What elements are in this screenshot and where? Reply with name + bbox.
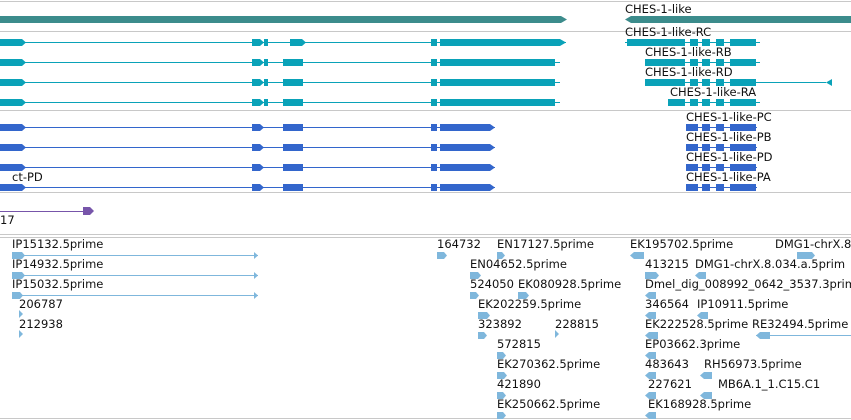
est-label[interactable]: MB6A.1_1.C15.C1 <box>718 377 820 391</box>
cds-label[interactable]: CHES-1-like-PC <box>686 110 772 124</box>
est-feature[interactable] <box>756 332 851 339</box>
transcript-track-a: CHES-1-like-RC CHES-1-like-RB CHES-1-lik… <box>0 25 832 106</box>
cds-label[interactable]: CHES-1-like-PD <box>686 150 773 164</box>
gene-track: CHES-1-like <box>0 2 851 23</box>
est-feature[interactable] <box>645 352 656 359</box>
est-feature[interactable] <box>497 372 507 379</box>
est-feature[interactable] <box>695 272 706 279</box>
est-label[interactable]: EK270362.5prime <box>497 357 600 371</box>
est-feature[interactable] <box>797 252 815 259</box>
est-label[interactable]: 227621 <box>648 377 692 391</box>
transcript-row[interactable] <box>0 79 832 86</box>
est-feature[interactable] <box>437 252 447 259</box>
transcript-row[interactable] <box>0 99 760 106</box>
est-label[interactable]: 164732 <box>437 237 481 251</box>
est-feature[interactable] <box>12 272 258 279</box>
est-label[interactable]: DMG1-chrX.8.034.a.5prim <box>695 257 845 271</box>
est-label[interactable]: EK195702.5prime <box>630 237 733 251</box>
est-feature[interactable] <box>645 392 656 399</box>
est-label[interactable]: Dmel_dig_008992_0642_3537.3prim <box>645 277 851 291</box>
est-label[interactable]: EN17127.5prime <box>497 237 594 251</box>
est-feature[interactable] <box>478 332 487 339</box>
cds-label[interactable]: CHES-1-like-PB <box>686 130 772 144</box>
est-label[interactable]: 421890 <box>497 377 541 391</box>
misc-label[interactable]: 17 <box>0 213 15 227</box>
est-label[interactable]: IP15032.5prime <box>12 277 103 291</box>
est-feature[interactable] <box>700 372 712 379</box>
est-label[interactable]: 212938 <box>19 317 63 331</box>
est-label[interactable]: 323892 <box>478 317 522 331</box>
transcript-row[interactable] <box>0 39 760 46</box>
transcript-label[interactable]: CHES-1-like-RD <box>645 65 733 79</box>
est-feature[interactable] <box>497 252 505 259</box>
est-feature[interactable] <box>630 252 644 259</box>
est-label[interactable]: IP10911.5prime <box>697 297 788 311</box>
est-label[interactable]: 524050 <box>470 277 514 291</box>
cds-row[interactable] <box>0 124 757 131</box>
est-feature[interactable] <box>12 292 258 299</box>
misc-track: 17 <box>0 207 94 227</box>
cds-row[interactable] <box>0 144 757 151</box>
transcript-row[interactable] <box>0 59 760 66</box>
est-feature[interactable] <box>697 312 708 319</box>
est-feature[interactable] <box>497 412 506 419</box>
gene-feature-ches-1-like[interactable] <box>625 16 851 23</box>
est-label[interactable]: RH56973.5prime <box>704 357 802 371</box>
est-feature[interactable] <box>478 312 490 319</box>
est-feature[interactable] <box>470 292 479 299</box>
est-label[interactable]: 346564 <box>645 297 689 311</box>
est-feature[interactable] <box>555 330 559 338</box>
est-feature[interactable] <box>497 392 506 399</box>
est-feature[interactable] <box>645 272 659 279</box>
est-feature[interactable] <box>645 312 656 319</box>
est-feature[interactable] <box>700 392 712 399</box>
est-feature[interactable] <box>645 332 658 339</box>
est-label[interactable]: EK202259.5prime <box>478 297 581 311</box>
cds-label[interactable]: ct-PD <box>12 170 43 184</box>
est-label[interactable]: 413215 <box>645 257 689 271</box>
est-label[interactable]: IP15132.5prime <box>12 237 103 251</box>
transcript-track-b: ct-PD CHES-1-like-PC CHES-1-like-PB CHES… <box>0 110 773 191</box>
est-label[interactable]: EK250662.5prime <box>497 397 600 411</box>
cds-row[interactable] <box>0 164 757 171</box>
est-label[interactable]: EP03662.3prime <box>645 337 740 351</box>
cds-row[interactable] <box>0 184 757 191</box>
est-label[interactable]: 206787 <box>19 297 63 311</box>
cds-label[interactable]: CHES-1-like-PA <box>686 170 771 184</box>
est-label[interactable]: 572815 <box>497 337 541 351</box>
est-label[interactable]: EK168928.5prime <box>648 397 751 411</box>
est-label[interactable]: 483643 <box>645 357 689 371</box>
est-label[interactable]: DMG1-chrX.8.034 <box>775 237 851 251</box>
est-feature[interactable] <box>497 352 506 359</box>
est-feature[interactable] <box>19 330 23 338</box>
est-label[interactable]: EK222528.5prime <box>645 317 748 331</box>
est-track: IP15132.5prime IP14932.5prime IP15032.5p… <box>12 237 851 419</box>
est-label[interactable]: EK080928.5prime <box>518 277 621 291</box>
est-label[interactable]: EN04652.5prime <box>470 257 567 271</box>
est-feature[interactable] <box>470 272 481 279</box>
transcript-label[interactable]: CHES-1-like-RC <box>625 25 711 39</box>
est-feature[interactable] <box>518 292 529 299</box>
est-label[interactable]: 228815 <box>555 317 599 331</box>
est-label[interactable]: IP14932.5prime <box>12 257 103 271</box>
est-feature[interactable] <box>19 310 23 318</box>
gene-label[interactable]: CHES-1-like <box>625 2 692 16</box>
misc-feature[interactable] <box>83 207 94 215</box>
est-feature[interactable] <box>645 372 656 379</box>
transcript-label[interactable]: CHES-1-like-RA <box>670 85 756 99</box>
est-feature[interactable] <box>12 252 258 259</box>
est-label[interactable]: RE32494.5prime <box>752 317 848 331</box>
est-feature[interactable] <box>645 292 656 299</box>
transcript-label[interactable]: CHES-1-like-RB <box>645 45 732 59</box>
est-feature[interactable] <box>645 412 656 419</box>
gene-feature-left[interactable] <box>0 16 567 23</box>
